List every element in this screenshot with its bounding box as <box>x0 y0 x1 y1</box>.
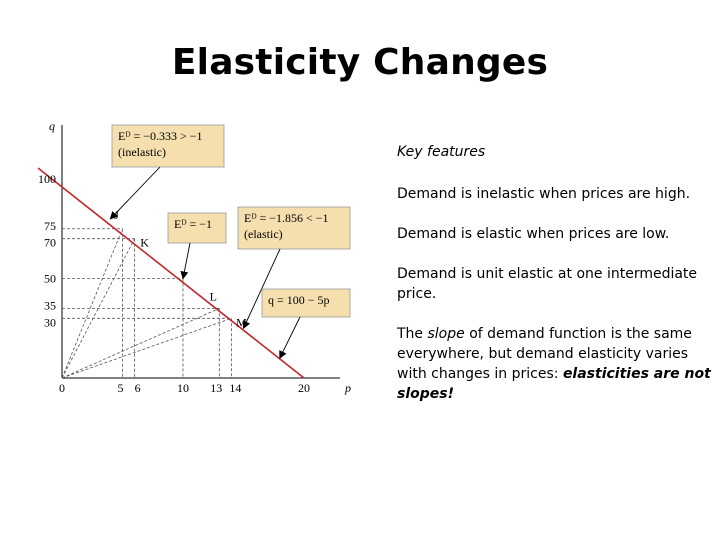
x-axis-label: p <box>344 381 351 395</box>
ray-k <box>61 238 135 379</box>
annotation-text-4-1: q = 100 − 5p <box>268 293 330 307</box>
feature-unit-elastic: Demand is unit elastic at one intermedia… <box>397 266 698 302</box>
annotation-box-1 <box>111 124 225 168</box>
y-tick-35: 35 <box>44 298 56 312</box>
slope-note-emphasis: elasticities are not slopes! <box>397 366 711 402</box>
annotation-text-3-2: (elastic) <box>244 227 283 241</box>
annotation-box-2 <box>167 212 227 244</box>
annotation-arrow-2 <box>180 242 191 280</box>
feature-inelastic: Demand is inelastic when prices are high… <box>397 186 691 202</box>
ray-l <box>61 307 220 379</box>
annotation-box-4 <box>261 288 351 318</box>
x-tick-13: 13 <box>210 381 222 395</box>
feature-elastic: Demand is elastic when prices are low. <box>397 226 670 242</box>
y-tick-75: 75 <box>44 219 56 233</box>
y-tick-30: 30 <box>44 315 56 329</box>
slope-word: slope <box>427 326 465 342</box>
y-axis-label: q <box>49 119 55 133</box>
y-tick-70: 70 <box>44 236 56 250</box>
slide-title: Elasticity Changes <box>171 42 549 83</box>
ray-m <box>61 317 232 379</box>
point-label-m: M <box>236 315 247 329</box>
key-features-panel: Key features Demand is inelastic when pr… <box>397 142 712 424</box>
x-tick-5: 5 <box>118 381 124 395</box>
point-label-l: L <box>210 289 217 303</box>
x-tick-10: 10 <box>177 381 189 395</box>
slope-note-pre: The <box>397 326 428 342</box>
annotation-arrow-1 <box>109 166 161 220</box>
slope-note-mid: of demand function is the same everywher… <box>397 326 692 382</box>
y-tick-100: 100 <box>38 172 56 186</box>
ray-j <box>61 228 123 379</box>
x-tick-6: 6 <box>135 381 141 395</box>
annotation-text-2-1: Eᴰ = −1 <box>174 217 212 231</box>
x-tick-20: 20 <box>298 381 310 395</box>
x-tick-0: 0 <box>59 381 65 395</box>
point-label-k: K <box>140 236 149 250</box>
annotation-arrow-4 <box>279 316 301 359</box>
key-features-heading: Key features <box>397 144 486 160</box>
x-tick-14: 14 <box>229 381 241 395</box>
annotation-text-1-2: (inelastic) <box>118 145 166 159</box>
feature-slope-note: The slope of demand function is the same… <box>397 324 712 404</box>
annotation-text-1-1: Eᴰ = −0.333 > −1 <box>118 129 203 143</box>
demand-line <box>37 167 305 379</box>
y-tick-50: 50 <box>44 272 56 286</box>
annotation-box-3 <box>237 206 351 250</box>
annotation-text-3-1: Eᴰ = −1.856 < −1 <box>244 211 329 225</box>
